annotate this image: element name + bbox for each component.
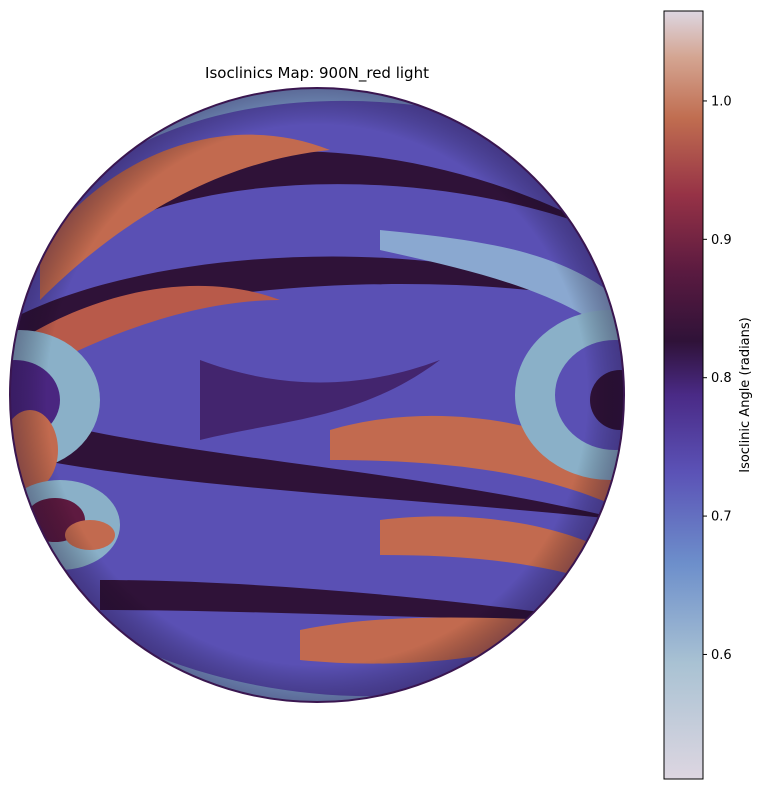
disk-rim xyxy=(9,87,625,703)
isoclinic-disk xyxy=(9,87,625,703)
colorbar-tick-label: 0.7 xyxy=(711,510,732,525)
colorbar-label: Isoclinic Angle (radians) xyxy=(738,317,753,473)
colorbar-tick-label: 0.8 xyxy=(711,371,732,386)
colorbar-tick-label: 0.6 xyxy=(711,648,732,663)
colorbar: 0.6 0.7 0.8 0.9 1.0 Isoclinic Angle (radians… xyxy=(663,10,753,780)
colorbar-gradient xyxy=(663,10,704,780)
chart-title: Isoclinics Map: 900N_red light xyxy=(205,64,429,83)
colorbar-ticks: 0.6 0.7 0.8 0.9 1.0 xyxy=(703,94,732,663)
colorbar-tick-label: 0.9 xyxy=(711,233,732,248)
colorbar-tick-label: 1.0 xyxy=(711,94,732,109)
